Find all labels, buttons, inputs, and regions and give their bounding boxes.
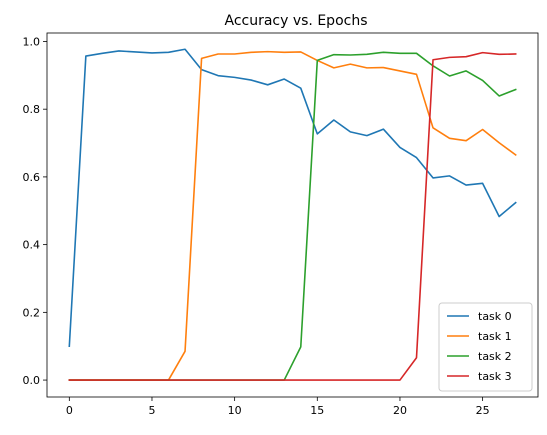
plot-area	[68, 48, 517, 381]
legend: task 0 task 1 task 2 task 3	[438, 302, 533, 392]
x-tick-label: 0	[66, 404, 73, 417]
y-tick-label: 0.4	[23, 239, 41, 252]
legend-label: task 3	[478, 370, 512, 383]
x-tick-label: 20	[393, 404, 407, 417]
series-line-task-3	[68, 51, 517, 381]
x-tick-label: 5	[148, 404, 155, 417]
x-tick-label: 15	[310, 404, 324, 417]
y-tick-label: 0.0	[23, 374, 41, 387]
legend-box	[438, 302, 533, 392]
legend-label: task 0	[478, 310, 512, 323]
x-tick-label: 25	[476, 404, 490, 417]
axes-frame	[46, 32, 539, 398]
y-tick-label: 1.0	[23, 35, 41, 48]
y-tick-label: 0.6	[23, 171, 41, 184]
x-tick-label: 10	[228, 404, 242, 417]
chart-title: Accuracy vs. Epochs	[224, 13, 367, 29]
x-axis: 0 5 10 15 20 25	[66, 397, 490, 417]
series-line-task-0	[68, 48, 517, 348]
y-axis: 0.0 0.2 0.4 0.6 0.8 1.0	[23, 35, 47, 387]
legend-label: task 2	[478, 350, 512, 363]
y-tick-label: 0.8	[23, 103, 41, 116]
legend-label: task 1	[478, 330, 512, 343]
y-tick-label: 0.2	[23, 306, 41, 319]
